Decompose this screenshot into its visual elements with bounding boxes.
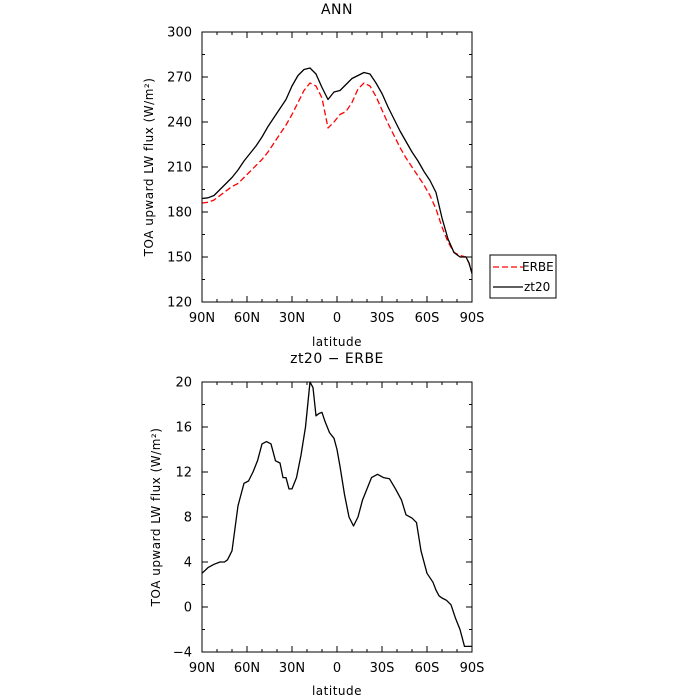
- top-x-tick-label-60n: 60N: [234, 311, 260, 326]
- bottom-x-tick-label-30s: 30S: [370, 661, 395, 676]
- bottom-y-tick-label-0: 0: [184, 601, 192, 616]
- top-y-tick-label-270: 270: [167, 71, 192, 86]
- bottom-plot-frame: [201, 381, 473, 653]
- bottom-x-tick-label-0: 0: [333, 661, 341, 676]
- top-series-line-zt20: [201, 67, 473, 274]
- bottom-x-tick-label-60s: 60S: [415, 661, 440, 676]
- bottom-x-tick-label-60n: 60N: [234, 661, 260, 676]
- bottom-series-line-series-0: [201, 381, 472, 648]
- top-y-tick-label-300: 300: [167, 26, 192, 41]
- top-y-tick-label-180: 180: [167, 206, 192, 221]
- legend-box: [489, 254, 557, 299]
- bottom-y-tick-label-16: 16: [175, 421, 192, 436]
- top-y-tick-label-240: 240: [167, 116, 192, 131]
- bottom-plot-title: zt20 − ERBE: [290, 351, 384, 367]
- top-x-axis-label: latitude: [312, 335, 362, 349]
- bottom-x-tick-label-30n: 30N: [279, 661, 305, 676]
- bottom-y-tick-label-20: 20: [175, 376, 192, 391]
- bottom-y-tick-label-4: 4: [184, 556, 192, 571]
- bottom-x-tick-label-90s: 90S: [460, 661, 485, 676]
- legend-label-zt20: zt20: [524, 280, 550, 294]
- bottom-x-tick-label-90n: 90N: [189, 661, 215, 676]
- bottom-y-axis-label: TOA upward LW flux (W/m²): [149, 428, 163, 608]
- top-plot-title: ANN: [321, 2, 353, 18]
- legend-label-erbe: ERBE: [522, 260, 554, 274]
- bottom-x-axis-label: latitude: [312, 684, 362, 698]
- top-axis-ticks: 120 150 180 210 240 270 300 90N 60N 30N 0 30S 60S 90S: [167, 26, 484, 327]
- top-plot-lines: [201, 67, 473, 274]
- bottom-axis-ticks: −4 0 4 8 12 16 20 90N 60N 30N 0 30S 60S 90S: [173, 376, 485, 677]
- top-y-axis-label: TOA upward LW flux (W/m²): [142, 78, 156, 258]
- top-x-tick-label-60s: 60S: [415, 311, 440, 326]
- top-y-tick-label-150: 150: [167, 251, 192, 266]
- top-plot-frame: [201, 31, 473, 303]
- top-x-tick-label-90n: 90N: [189, 311, 215, 326]
- top-x-tick-label-30s: 30S: [370, 311, 395, 326]
- top-series-line-erbe: [201, 82, 473, 274]
- bottom-y-tick-label-12: 12: [175, 466, 192, 481]
- bottom-plot-lines: [201, 381, 472, 648]
- top-x-tick-label-90s: 90S: [460, 311, 485, 326]
- top-y-tick-label-210: 210: [167, 161, 192, 176]
- bottom-panel: zt20 − ERBE −4 0 4 8 12 16 20 90N 60N 30N 0 30S 60S 9…: [149, 351, 484, 698]
- top-y-tick-label-120: 120: [167, 296, 192, 311]
- top-x-tick-label-30n: 30N: [279, 311, 305, 326]
- top-panel: ANN 120 150 180 210 240 270 300 90N 60N 30N 0 30S 60…: [142, 2, 484, 349]
- bottom-y-tick-label-4: −4: [173, 646, 192, 661]
- top-x-tick-label-0: 0: [333, 311, 341, 326]
- bottom-y-tick-label-8: 8: [184, 511, 192, 526]
- legend: ERBE zt20: [489, 254, 557, 299]
